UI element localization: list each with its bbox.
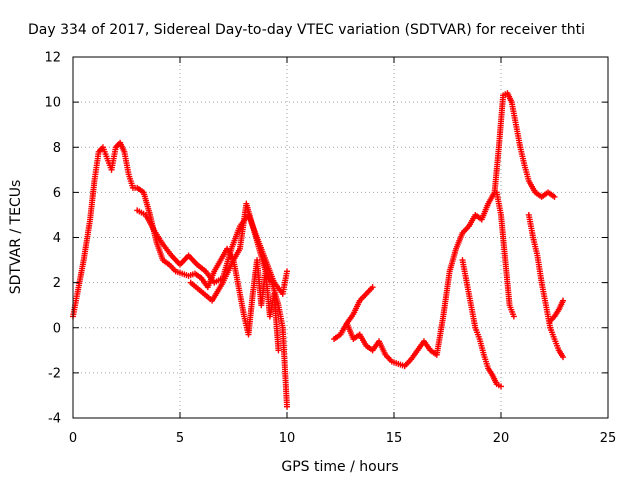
- data-point: [560, 297, 567, 304]
- y-tick-label: 2: [53, 276, 61, 291]
- data-point: [560, 354, 567, 361]
- x-tick-label: 10: [279, 431, 296, 446]
- data-point: [498, 383, 504, 390]
- data-point: [510, 313, 517, 320]
- x-tick-label: 0: [69, 431, 77, 446]
- y-tick-label: -2: [48, 366, 61, 381]
- data-point: [551, 193, 558, 200]
- data-point: [369, 284, 376, 291]
- y-tick-label: 10: [44, 96, 61, 111]
- x-axis-label: GPS time / hours: [281, 459, 398, 475]
- y-tick-label: 8: [53, 141, 61, 156]
- x-tick-label: 5: [176, 431, 184, 446]
- data-point: [284, 268, 290, 275]
- y-tick-label: -4: [48, 412, 61, 427]
- data-point: [284, 403, 290, 410]
- y-tick-label: 4: [53, 231, 61, 246]
- y-tick-label: 6: [53, 186, 61, 201]
- x-tick-label: 20: [493, 431, 510, 446]
- x-tick-label: 25: [600, 431, 617, 446]
- y-tick-label: 12: [44, 51, 61, 66]
- chart-title: Day 334 of 2017, Sidereal Day-to-day VTE…: [28, 22, 585, 38]
- data-points: [70, 90, 567, 410]
- data-point: [275, 347, 282, 354]
- ticks: 0 5 10 15 20 25 -4 -2 0 2 4 6 8 10 12: [44, 51, 616, 447]
- y-tick-label: 0: [53, 321, 61, 336]
- x-tick-label: 15: [386, 431, 403, 446]
- y-axis-label: SDTVAR / TECUs: [8, 180, 24, 295]
